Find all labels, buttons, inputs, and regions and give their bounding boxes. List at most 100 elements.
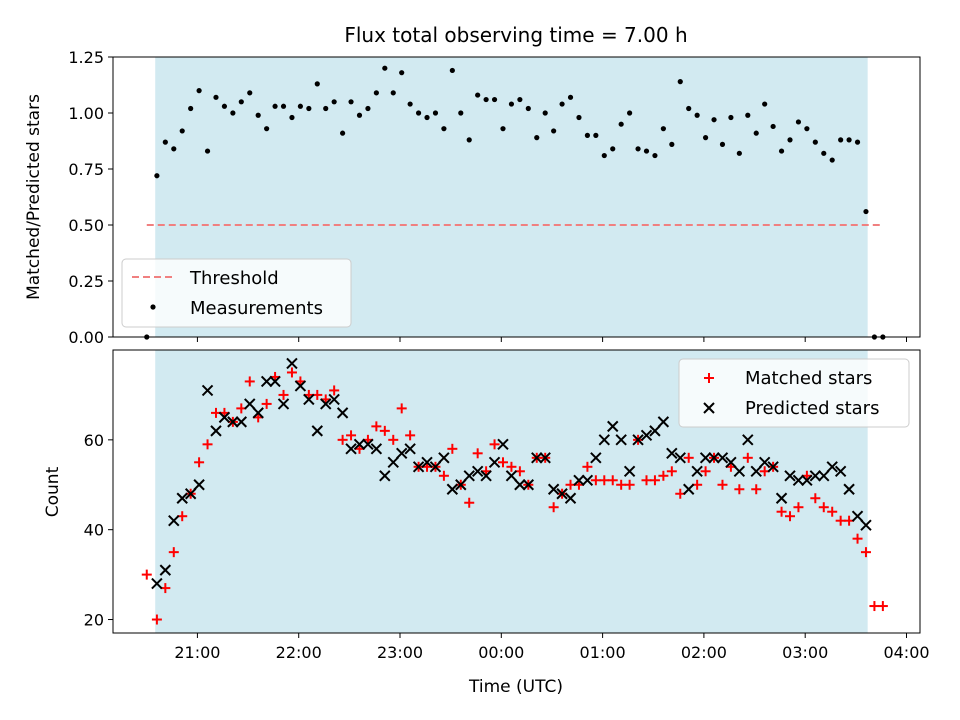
measurement-point (686, 105, 692, 112)
measurement-point (272, 103, 278, 109)
measurement-point (340, 130, 346, 136)
measurement-point (500, 126, 506, 132)
predicted-point (750, 465, 762, 477)
matched-point (869, 601, 880, 612)
predicted-point (412, 461, 425, 473)
measurement-point (601, 152, 607, 159)
y-tick-label: 1.25 (68, 48, 104, 67)
matched-point (379, 425, 390, 436)
measurement-point (297, 103, 303, 109)
matched-point (346, 430, 357, 441)
predicted-point (252, 407, 264, 419)
measurement-point (694, 112, 700, 118)
predicted-point (463, 470, 475, 482)
y-tick-label: 0.50 (68, 216, 104, 235)
matched-point (785, 511, 796, 522)
matched-point (202, 439, 213, 450)
measurement-point (382, 65, 388, 71)
predicted-point (294, 380, 307, 392)
predicted-point (446, 483, 459, 495)
predicted-point (742, 434, 754, 446)
matched-point (337, 434, 348, 445)
predicted-point (590, 452, 602, 464)
predicted-point (716, 452, 729, 464)
bottom-y-ticks: 20 40 60 (84, 431, 113, 630)
matched-point (742, 452, 753, 463)
matched-point (717, 479, 728, 490)
measurement-point (508, 101, 515, 107)
predicted-point (227, 416, 239, 428)
predicted-point (691, 465, 703, 477)
predicted-point (395, 447, 408, 460)
measurement-point (863, 208, 869, 215)
measurement-point (365, 105, 371, 112)
predicted-point (210, 425, 222, 437)
matched-point (734, 484, 745, 495)
matched-point (438, 470, 449, 481)
predicted-point (522, 479, 535, 491)
y-tick-label: 60 (84, 431, 104, 450)
y-tick-label: 0.00 (68, 328, 104, 347)
matched-point (194, 457, 205, 468)
predicted-point (666, 447, 678, 460)
measurement-point (314, 81, 320, 87)
predicted-point (201, 384, 214, 397)
measurement-point (821, 150, 827, 156)
measurement-point (188, 105, 194, 112)
legend-matched-label: Matched stars (745, 368, 872, 389)
measurement-point (264, 126, 270, 132)
measurement-point (643, 148, 650, 154)
measurement-point (399, 70, 405, 76)
matched-point (278, 389, 289, 400)
predicted-point (826, 461, 838, 473)
measurement-point (677, 79, 683, 85)
predicted-point (547, 483, 560, 495)
matched-point (818, 502, 829, 513)
legend-threshold-label: Threshold (189, 268, 279, 289)
measurement-point (736, 150, 742, 156)
predicted-point (725, 456, 737, 469)
bottom-x-ticks: 21:00 22:00 23:00 00:00 01:00 02:00 03:00 04:00 (174, 633, 930, 662)
matched-point (607, 475, 618, 486)
top-panel: 0.00 0.25 0.50 0.75 1.00 1.25 Matched/Predict… (24, 48, 921, 347)
measurement-point (787, 137, 793, 143)
measurement-point (812, 139, 818, 145)
measurement-point (280, 103, 287, 109)
x-axis-label: Time (UTC) (468, 677, 563, 697)
measurement-point (660, 126, 666, 132)
measurement-point (829, 157, 835, 163)
legend-measurements-label: Measurements (190, 298, 323, 319)
measurement-point (289, 114, 295, 121)
measurement-point (778, 148, 785, 154)
measurement-point (770, 123, 776, 130)
x-tick-label: 03:00 (782, 643, 828, 662)
matched-point (472, 448, 483, 459)
measurement-point (576, 114, 582, 121)
legend-predicted-marker (703, 402, 715, 414)
x-tick-label: 00:00 (478, 643, 524, 662)
predicted-point (151, 577, 163, 590)
top-y-axis-label: Matched/Predicted stars (24, 94, 44, 300)
matched-point (396, 403, 407, 414)
matched-point (151, 614, 162, 625)
bottom-y-axis-label: Count (43, 466, 63, 517)
matched-point (506, 461, 517, 472)
measurement-point (458, 110, 464, 116)
x-tick-label: 22:00 (276, 643, 322, 662)
measurement-point (525, 105, 531, 112)
predicted-point (260, 375, 273, 388)
predicted-point (505, 470, 518, 482)
measurement-point (483, 96, 489, 103)
predicted-point (801, 474, 813, 486)
measurement-point (534, 135, 540, 141)
measurement-point (711, 117, 717, 123)
x-tick-label: 23:00 (377, 643, 423, 662)
predicted-point (649, 425, 661, 437)
measurement-point (415, 110, 422, 116)
matched-point (624, 479, 635, 490)
predicted-point (421, 456, 433, 469)
measurement-point (517, 96, 523, 103)
predicted-point (277, 398, 290, 410)
matched-point (548, 502, 559, 513)
predicted-point (818, 470, 830, 482)
